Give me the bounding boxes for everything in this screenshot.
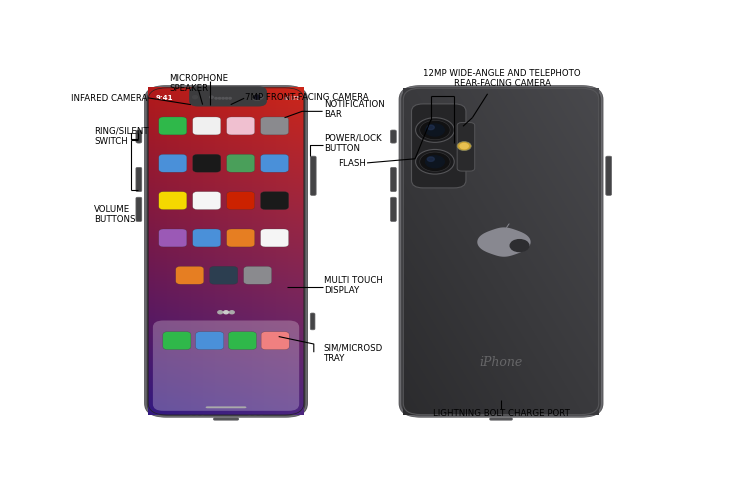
FancyBboxPatch shape [159, 155, 186, 173]
FancyBboxPatch shape [390, 198, 396, 222]
Text: POWER/LOCK
BUTTON: POWER/LOCK BUTTON [324, 134, 381, 153]
FancyBboxPatch shape [193, 118, 220, 136]
Circle shape [426, 156, 444, 168]
FancyBboxPatch shape [176, 267, 204, 285]
Circle shape [415, 150, 455, 175]
Circle shape [427, 126, 434, 130]
Text: SIM/MICROSD
TRAY: SIM/MICROSD TRAY [324, 343, 383, 362]
Circle shape [248, 414, 251, 415]
Text: MICROPHONE: MICROPHONE [169, 74, 228, 83]
FancyBboxPatch shape [159, 192, 186, 210]
FancyBboxPatch shape [193, 155, 220, 173]
FancyBboxPatch shape [159, 229, 186, 247]
FancyBboxPatch shape [399, 86, 603, 418]
FancyBboxPatch shape [228, 332, 257, 350]
FancyBboxPatch shape [310, 157, 316, 196]
Text: NOTIFICATION
BAR: NOTIFICATION BAR [324, 100, 384, 119]
FancyBboxPatch shape [226, 229, 254, 247]
FancyBboxPatch shape [213, 418, 239, 421]
FancyBboxPatch shape [159, 118, 186, 136]
Text: VOLUME
BUTTONS: VOLUME BUTTONS [94, 204, 136, 224]
FancyBboxPatch shape [136, 131, 142, 144]
Circle shape [260, 97, 263, 99]
Circle shape [226, 98, 228, 100]
Text: MULTI TOUCH
DISPLAY: MULTI TOUCH DISPLAY [324, 275, 383, 294]
FancyBboxPatch shape [260, 155, 288, 173]
Circle shape [229, 98, 231, 100]
Text: RING/SILENT
SWITCH: RING/SILENT SWITCH [94, 126, 149, 145]
FancyBboxPatch shape [190, 87, 267, 107]
FancyBboxPatch shape [606, 157, 612, 196]
Text: 7MP FRONT-FACING CAMERA: 7MP FRONT-FACING CAMERA [245, 93, 369, 102]
FancyBboxPatch shape [226, 118, 254, 136]
Circle shape [420, 121, 450, 140]
Text: iPhone: iPhone [479, 355, 522, 368]
Text: FLASH: FLASH [338, 159, 366, 168]
Circle shape [202, 414, 204, 415]
Text: 12MP WIDE-ANGLE AND TELEPHOTO
REAR-FACING CAMERA: 12MP WIDE-ANGLE AND TELEPHOTO REAR-FACIN… [424, 69, 581, 88]
Circle shape [510, 240, 528, 252]
Text: all LTE: all LTE [284, 95, 299, 101]
Polygon shape [477, 228, 531, 257]
Circle shape [460, 144, 468, 150]
Text: INFARED CAMERA: INFARED CAMERA [71, 94, 147, 103]
FancyBboxPatch shape [260, 229, 288, 247]
FancyBboxPatch shape [136, 198, 142, 222]
Circle shape [254, 96, 260, 100]
Circle shape [190, 414, 192, 415]
FancyBboxPatch shape [244, 267, 272, 285]
FancyBboxPatch shape [210, 267, 238, 285]
Circle shape [426, 125, 444, 136]
FancyBboxPatch shape [193, 192, 220, 210]
Circle shape [260, 414, 262, 415]
Circle shape [222, 98, 224, 100]
FancyBboxPatch shape [193, 229, 220, 247]
FancyBboxPatch shape [136, 168, 142, 192]
Circle shape [196, 414, 198, 415]
FancyBboxPatch shape [400, 87, 602, 417]
Circle shape [457, 142, 471, 151]
Circle shape [420, 153, 450, 172]
Text: 9:41: 9:41 [156, 95, 173, 101]
Circle shape [223, 311, 228, 314]
Circle shape [218, 311, 223, 314]
Text: SPEAKER: SPEAKER [169, 83, 208, 92]
FancyBboxPatch shape [411, 105, 466, 189]
FancyBboxPatch shape [261, 332, 289, 350]
Polygon shape [506, 224, 510, 228]
FancyBboxPatch shape [226, 155, 254, 173]
FancyBboxPatch shape [153, 321, 299, 411]
Text: LIGHTNING BOLT CHARGE PORT: LIGHTNING BOLT CHARGE PORT [433, 408, 569, 417]
Circle shape [427, 158, 434, 162]
Circle shape [254, 414, 257, 415]
FancyBboxPatch shape [146, 87, 307, 417]
Circle shape [251, 94, 262, 101]
Circle shape [230, 311, 234, 314]
FancyBboxPatch shape [310, 313, 315, 330]
FancyBboxPatch shape [196, 332, 223, 350]
FancyBboxPatch shape [226, 192, 254, 210]
FancyBboxPatch shape [260, 192, 288, 210]
FancyBboxPatch shape [144, 86, 308, 418]
FancyBboxPatch shape [163, 332, 191, 350]
FancyBboxPatch shape [205, 407, 246, 408]
Circle shape [215, 98, 217, 100]
Circle shape [218, 98, 220, 100]
FancyBboxPatch shape [457, 123, 475, 172]
FancyBboxPatch shape [390, 168, 396, 192]
Circle shape [415, 119, 455, 143]
FancyBboxPatch shape [390, 131, 396, 144]
FancyBboxPatch shape [260, 118, 288, 136]
Circle shape [193, 96, 197, 99]
Circle shape [210, 97, 213, 99]
FancyBboxPatch shape [489, 418, 513, 421]
